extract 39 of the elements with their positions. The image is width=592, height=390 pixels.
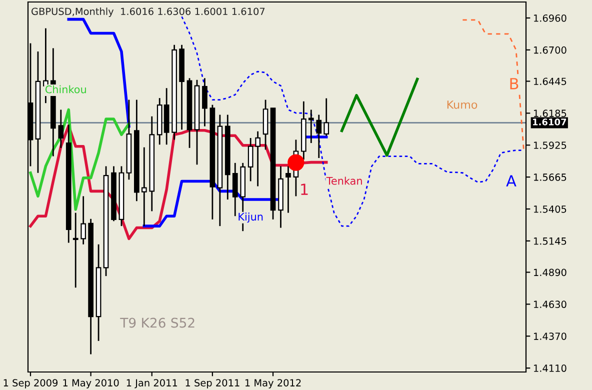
candlestick bbox=[324, 98, 330, 136]
annotation: 1 bbox=[301, 184, 308, 195]
y-tick-label: 1.4370 bbox=[534, 332, 566, 340]
y-tick-label: 1.5665 bbox=[534, 174, 566, 181]
line-series bbox=[29, 108, 130, 211]
series-label: Tenkan bbox=[326, 176, 362, 185]
line-series bbox=[340, 78, 419, 157]
ref-line-label: 1.6107 bbox=[532, 118, 566, 126]
series-label: A bbox=[506, 175, 516, 186]
y-tick-label: 1.6185 bbox=[534, 110, 566, 118]
series-label: Chinkou bbox=[45, 85, 86, 94]
y-tick-label: 1.4890 bbox=[534, 268, 566, 276]
annotation: T9 K26 S52 bbox=[120, 318, 194, 328]
x-tick-label: 1 May 2010 bbox=[63, 379, 119, 388]
candlestick bbox=[286, 166, 291, 214]
y-tick-label: 1.5145 bbox=[534, 238, 566, 245]
candlestick bbox=[72, 212, 78, 288]
series-label: B bbox=[510, 78, 518, 90]
x-tick-label: 1 May 2012 bbox=[245, 379, 301, 388]
candlestick bbox=[232, 162, 238, 217]
candlestick bbox=[80, 196, 86, 246]
y-tick-label: 1.4630 bbox=[534, 300, 566, 308]
y-tick-label: 1.5925 bbox=[534, 142, 566, 149]
y-tick-label: 1.6960 bbox=[534, 14, 566, 22]
x-tick-label: 1 Jan 2011 bbox=[126, 379, 178, 388]
y-tick-label: 1.6700 bbox=[534, 46, 566, 54]
y-tick-label: 1.6445 bbox=[534, 78, 566, 86]
y-tick-label: 1.5405 bbox=[534, 205, 566, 213]
candlestick bbox=[308, 109, 314, 144]
candlestick bbox=[58, 109, 64, 149]
x-tick-label: 1 Sep 2011 bbox=[186, 379, 240, 388]
y-tick-label: 1.4110 bbox=[534, 364, 566, 372]
candlestick bbox=[141, 146, 147, 227]
candlestick bbox=[202, 77, 208, 128]
candlestick bbox=[316, 114, 322, 159]
text: GBPUSD,Monthly 1.6016 1.6306 1.6001 1.6107 bbox=[32, 8, 265, 17]
annotation: Kumo bbox=[447, 100, 478, 109]
x-tick-label: 1 Sep 2009 bbox=[4, 379, 58, 388]
series-label: Kijun bbox=[238, 212, 263, 223]
